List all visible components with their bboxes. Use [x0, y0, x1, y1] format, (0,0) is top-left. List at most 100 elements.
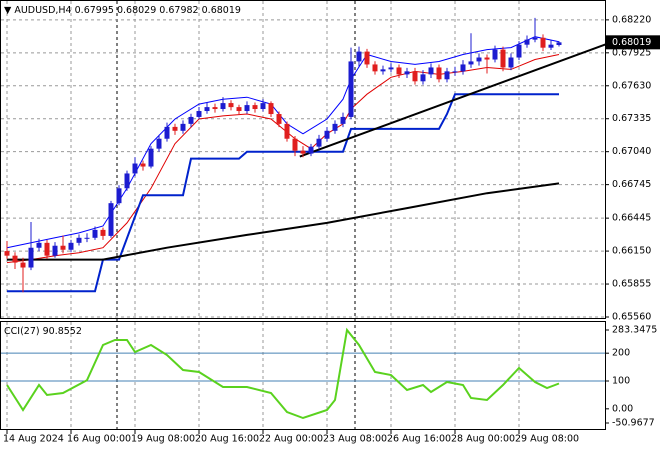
- candle-body: [140, 163, 146, 167]
- candle-body: [20, 262, 26, 268]
- candle-body: [100, 229, 106, 236]
- high-value: 0.68029: [117, 5, 156, 16]
- y-tick-label: 0.67040: [612, 146, 651, 157]
- candle-body: [252, 105, 258, 110]
- candle-body: [292, 138, 298, 151]
- indicator-line: [299, 41, 611, 158]
- candle-body: [36, 242, 42, 248]
- candle-body: [108, 203, 114, 236]
- x-tick-label: 14 Aug 2024: [3, 434, 64, 445]
- candle-body: [284, 123, 290, 139]
- indicator-line: [6, 54, 560, 264]
- candle-body: [460, 64, 466, 72]
- candle-body: [92, 229, 98, 238]
- candle-body: [76, 237, 82, 243]
- candle-body: [156, 138, 162, 149]
- candle-body: [396, 67, 402, 75]
- y-tick-label: 100: [612, 376, 630, 387]
- price-box: [606, 35, 660, 50]
- x-tick-label: 28 Aug 00:00: [451, 434, 515, 445]
- current-price: 0.68019: [612, 37, 651, 48]
- low-value: 0.67982: [159, 5, 198, 16]
- candle-body: [12, 255, 18, 263]
- candle-body: [84, 237, 90, 239]
- x-tick-label: 19 Aug 08:00: [131, 434, 195, 445]
- candle-body: [468, 61, 474, 65]
- candle-body: [188, 116, 194, 124]
- candle-body: [204, 107, 210, 112]
- candle-body: [380, 69, 386, 72]
- candle-body: [508, 57, 514, 68]
- header: ▼ AUDUSD,H4 0.67995 0.68029 0.67982 0.68…: [4, 5, 241, 16]
- y-tick-label: 283.3475: [612, 325, 657, 336]
- candle-body: [68, 242, 74, 250]
- cci-panel: [0, 321, 606, 430]
- candle-body: [364, 51, 370, 65]
- cci-title: CCI(27): [4, 326, 40, 337]
- y-tick-label: 0.66445: [612, 213, 651, 224]
- candle-body: [404, 71, 410, 75]
- y-tick-label: 0.67925: [612, 47, 651, 58]
- candle-body: [276, 114, 282, 124]
- candle-body: [228, 103, 234, 108]
- y-tick-label: 0.67630: [612, 80, 651, 91]
- candle-body: [116, 188, 122, 204]
- candle-body: [348, 61, 354, 117]
- y-tick-label: 0.66745: [612, 179, 651, 190]
- x-tick-label: 22 Aug 00:00: [259, 434, 323, 445]
- candle-body: [268, 103, 274, 115]
- indicator-line: [6, 36, 560, 249]
- candle-body: [444, 71, 450, 80]
- candle-body: [372, 64, 378, 72]
- candle-body: [260, 103, 266, 110]
- candle-body: [452, 71, 458, 73]
- candle-body: [356, 51, 362, 62]
- x-tick-label: 29 Aug 08:00: [515, 434, 579, 445]
- candle-body: [308, 146, 314, 154]
- candle-body: [556, 42, 562, 46]
- candle-body: [180, 123, 186, 131]
- cci-value: 90.8552: [43, 326, 82, 337]
- candle-body: [388, 67, 394, 70]
- candle-body: [476, 57, 482, 62]
- candle-body: [60, 245, 66, 250]
- candle-body: [316, 138, 322, 147]
- x-tick-label: 26 Aug 16:00: [387, 434, 451, 445]
- y-tick-label: 200: [612, 348, 630, 359]
- candle-body: [164, 126, 170, 139]
- candle-body: [148, 148, 154, 167]
- candle-body: [132, 163, 138, 174]
- candle-body: [236, 107, 242, 112]
- candle-body: [500, 49, 506, 68]
- candle-body: [532, 37, 538, 40]
- candle-body: [124, 173, 130, 189]
- x-tick-label: 23 Aug 08:00: [323, 434, 387, 445]
- candle-body: [196, 111, 202, 117]
- candle-body: [172, 126, 178, 131]
- y-tick-label: 0.00: [612, 403, 633, 414]
- cci-line: [6, 327, 560, 420]
- candle-body: [436, 67, 442, 80]
- candle-body: [428, 67, 434, 75]
- y-tick-label: -50.9677: [612, 418, 655, 429]
- y-tick-label: 0.67335: [612, 113, 651, 124]
- y-tick-label: 0.66150: [612, 246, 651, 257]
- candle-body: [524, 39, 530, 45]
- open-value: 0.67995: [75, 5, 114, 16]
- x-tick-label: 20 Aug 16:00: [195, 434, 259, 445]
- close-value: 0.68019: [202, 5, 241, 16]
- candle-body: [28, 247, 34, 268]
- candle-body: [412, 71, 418, 82]
- y-tick-label: 0.65560: [612, 311, 651, 322]
- indicator-line: [7, 182, 560, 261]
- x-tick-label: 16 Aug 00:00: [67, 434, 131, 445]
- candle-body: [492, 49, 498, 60]
- candle-body: [324, 130, 330, 139]
- candle-body: [484, 57, 490, 60]
- triangle-icon: ▼: [4, 5, 14, 16]
- candle-body: [332, 123, 338, 131]
- symbol: AUDUSD,H4: [14, 5, 71, 16]
- cci-layer: 283.3475 200 100 0.00 -50.9677: [1, 325, 657, 429]
